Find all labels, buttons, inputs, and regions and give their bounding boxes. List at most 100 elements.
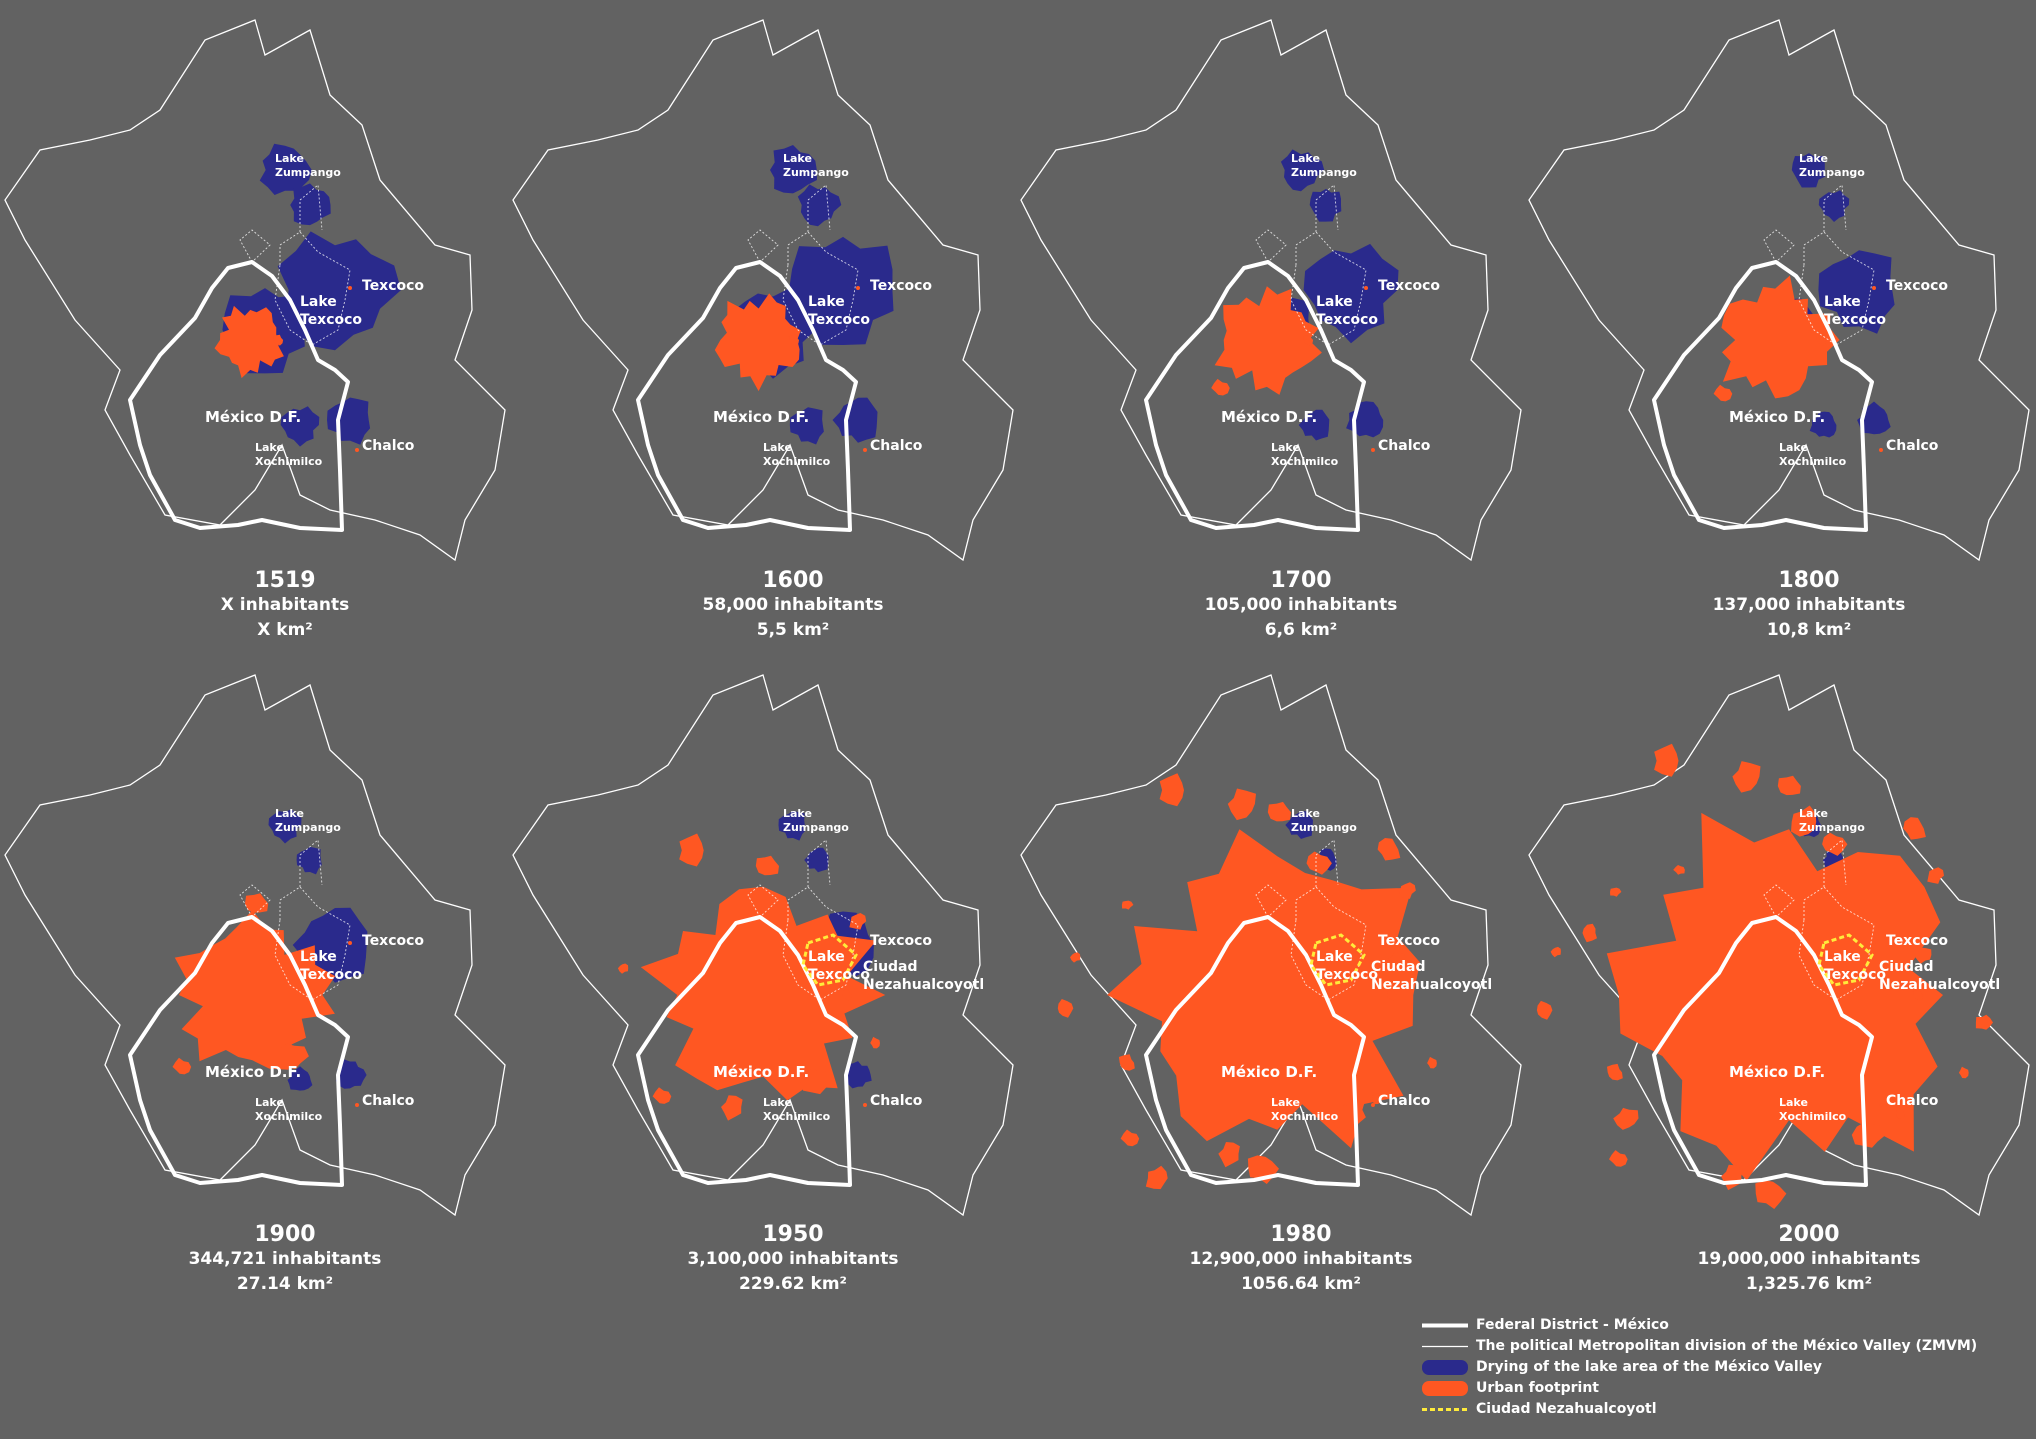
urban-footprint [1607, 1063, 1623, 1081]
zmvm-division [1763, 839, 1875, 1001]
urban-footprint [1673, 865, 1685, 875]
panel-caption: 1600 58,000 inhabitants 5,5 km² [613, 568, 973, 643]
panel-area: 6,6 km² [1264, 620, 1338, 640]
texcoco-marker [856, 286, 860, 290]
legend-label: Urban footprint [1476, 1380, 1599, 1396]
lake-area [778, 810, 806, 841]
panel-year: 1519 [254, 568, 316, 593]
lake-area [789, 407, 824, 445]
lake-xochimilco-label: Xochimilco [763, 1110, 831, 1123]
mexico-df-label: México D.F. [713, 1063, 809, 1081]
zmvm-division [1255, 839, 1367, 1001]
urban-footprint [1214, 286, 1322, 395]
urban-footprint [1399, 882, 1416, 899]
lake-texcoco-label: Texcoco [1316, 312, 1378, 328]
urban-footprint [1377, 838, 1401, 861]
urban-footprint [1121, 900, 1134, 910]
panel-caption: 1519 X inhabitants X km² [105, 568, 465, 643]
chalco-marker [355, 448, 359, 452]
panel-caption: 1980 12,900,000 inhabitants 1056.64 km² [1121, 1222, 1481, 1297]
lake-xochimilco-label: Xochimilco [763, 455, 831, 468]
panel-inhabitants: 344,721 inhabitants [188, 1249, 382, 1269]
urban-footprint [714, 293, 801, 392]
lake-texcoco-label: Texcoco [1316, 967, 1378, 983]
texcoco-label: Texcoco [1378, 933, 1440, 949]
mexico-df-label: México D.F. [713, 408, 809, 426]
chalco-marker [1371, 448, 1375, 452]
urban-footprint [870, 1036, 880, 1049]
lake-area [846, 1061, 872, 1089]
urban-footprint [1975, 1014, 1993, 1030]
lake-texcoco-label: Lake [808, 949, 845, 965]
urban-footprint [1713, 384, 1733, 402]
ciudad-nezahualcoyotl-label: Nezahualcoyotl [863, 977, 984, 993]
ciudad-nezahualcoyotl-label: Ciudad [1371, 959, 1426, 975]
federal-district-outline [636, 260, 858, 532]
urban-footprint [1118, 1054, 1135, 1071]
federal-district-outline [1652, 915, 1874, 1187]
urban-footprint [1372, 1092, 1381, 1105]
urban-footprint [1306, 851, 1332, 875]
lake-xochimilco-label: Lake [1271, 1096, 1300, 1109]
lake-xochimilco-label: Lake [255, 1096, 284, 1109]
lake-xochimilco-label: Lake [1779, 441, 1808, 454]
lake-zumpango-label: Lake [275, 807, 304, 820]
urban-footprint [1582, 923, 1597, 943]
mexico-df-label: México D.F. [205, 408, 301, 426]
urban-footprint [1218, 1142, 1240, 1168]
lake-xochimilco-label: Lake [1271, 441, 1300, 454]
lake-zumpango-label: Zumpango [275, 821, 341, 834]
legend-label: The political Metropolitan division of t… [1476, 1338, 1978, 1354]
panel-inhabitants: 58,000 inhabitants [702, 595, 884, 615]
chalco-label: Chalco [1886, 1093, 1939, 1109]
lake-zumpango-label: Lake [1799, 807, 1828, 820]
texcoco-marker [348, 286, 352, 290]
lake-texcoco-label: Lake [1824, 949, 1861, 965]
texcoco-label: Texcoco [1886, 933, 1948, 949]
urban-footprint [1777, 775, 1801, 796]
urban-layer [714, 293, 801, 392]
valley-outline [1528, 674, 2030, 1217]
urban-layer [617, 833, 886, 1121]
urban-footprint [1120, 1129, 1140, 1147]
mexico-df-label: México D.F. [1729, 1063, 1825, 1081]
lake-xochimilco-label: Xochimilco [1271, 1110, 1339, 1123]
chalco-label: Chalco [1886, 438, 1939, 454]
lake-area [1280, 149, 1325, 192]
lake-area [259, 143, 312, 195]
texcoco-marker [1364, 941, 1368, 945]
lake-zumpango-label: Lake [1291, 807, 1320, 820]
federal-district-outline [128, 915, 350, 1187]
lake-area [277, 231, 402, 351]
chalco-marker [1879, 448, 1883, 452]
texcoco-label: Texcoco [1378, 278, 1440, 294]
lake-zumpango-label: Lake [1291, 152, 1320, 165]
mexico-df-label: México D.F. [1221, 1063, 1317, 1081]
panel-year: 1600 [762, 568, 824, 593]
ciudad-nezahualcoyotl-outline [801, 933, 858, 987]
ciudad-nezahualcoyotl-label: Ciudad [1879, 959, 1934, 975]
chalco-label: Chalco [1378, 1093, 1431, 1109]
lake-area [287, 1066, 313, 1091]
federal-district-outline [128, 260, 350, 532]
urban-footprint [679, 833, 704, 867]
lake-xochimilco-label: Lake [763, 1096, 792, 1109]
urban-footprint [841, 989, 852, 1001]
texcoco-marker [1872, 286, 1876, 290]
urban-footprint [1606, 812, 1943, 1181]
lake-zumpango-label: Zumpango [783, 166, 849, 179]
urban-footprint [1913, 947, 1932, 964]
panel-area: 10,8 km² [1766, 620, 1852, 640]
zmvm-line-icon [1422, 1345, 1468, 1348]
urban-footprint [799, 1068, 834, 1095]
lake-area [1818, 190, 1850, 222]
chalco-marker [1879, 1103, 1883, 1107]
valley-outline [4, 19, 506, 562]
urban-footprint [1654, 743, 1679, 777]
urban-footprint [1912, 989, 1923, 1001]
urban-footprint [640, 886, 886, 1101]
valley-outline [1020, 674, 1522, 1217]
urban-footprint [1816, 334, 1827, 346]
